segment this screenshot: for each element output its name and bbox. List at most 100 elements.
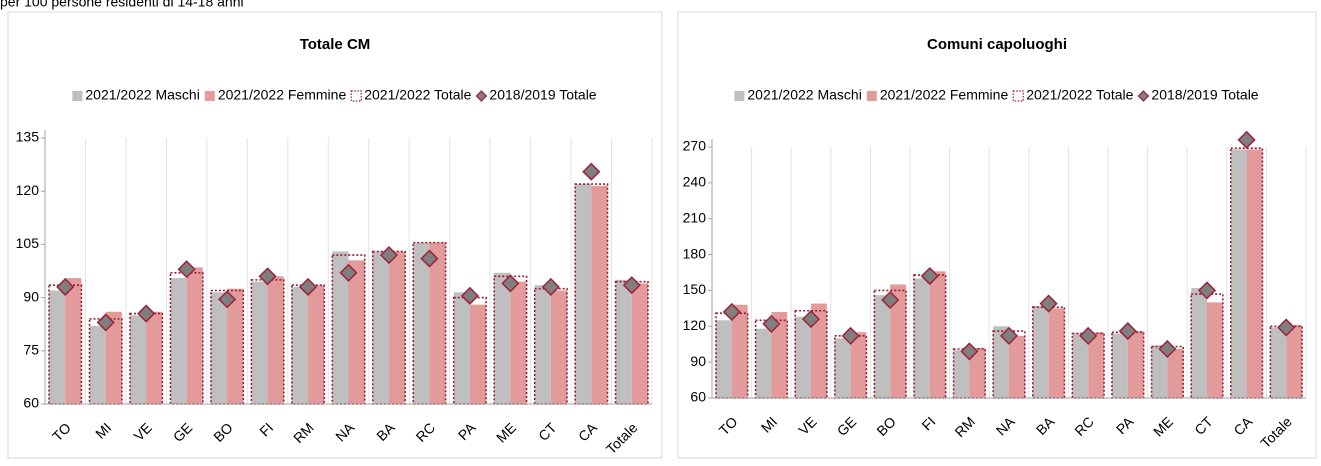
bar [890,284,907,398]
legend-swatch [350,90,362,102]
x-tick-label: TO [716,413,741,438]
marker [622,276,641,295]
chart-frame [7,11,663,459]
bar [993,326,1009,398]
bar [413,242,430,404]
marker [722,302,741,322]
x-tick-label: MI [758,413,780,435]
bar [129,315,147,404]
legend-swatch [866,91,877,101]
y-tick-label: 240 [683,174,707,190]
bar [1072,333,1089,398]
bar [267,276,284,404]
bar [1191,288,1207,398]
bar [291,286,309,404]
bar [755,328,772,398]
bar [850,332,867,398]
bar [251,281,268,404]
x-tick-label: VE [130,419,155,444]
legend-label: 2021/2022 Maschi [85,87,199,103]
bar [631,283,648,404]
chart-frame [677,11,1317,459]
bar [1088,332,1105,398]
x-tick-label: BA [373,419,398,444]
bar [1111,333,1128,398]
x-tick-label: ME [1150,413,1176,439]
y-tick-label: 135 [16,129,40,145]
legend-swatch [734,91,745,101]
chart-title: Comuni capoluoghi [927,36,1067,53]
marker [501,274,520,293]
bar [1151,345,1168,398]
marker [920,267,939,286]
bar [1009,335,1025,398]
legend-label: 2021/2022 Totale [1026,87,1133,103]
x-tick-label: RM [951,413,978,440]
marker [1118,322,1137,341]
x-tick-label: PA [455,419,479,443]
marker [1237,130,1256,149]
bar [348,260,365,404]
marker [881,290,900,310]
y-tick-label: 105 [16,235,40,251]
bar [715,320,732,398]
y-tick-label: 150 [683,281,707,297]
bar [1048,308,1065,398]
marker [56,277,75,297]
bar [105,311,122,404]
bar [372,251,389,404]
bar [469,304,487,404]
legend-swatch [475,90,488,102]
x-tick-label: GE [170,419,196,445]
x-tick-label: Totale [1257,413,1295,451]
bar [1246,149,1263,398]
marker [1197,281,1217,300]
x-tick-label: CT [535,419,560,444]
legend-label: 2021/2022 Maschi [747,87,861,103]
bar [65,278,82,404]
bar [953,350,970,398]
bar [388,251,406,404]
y-tick-label: 210 [683,209,707,225]
bar [308,285,325,404]
marker [177,260,196,279]
marker [218,290,237,309]
marker [1039,294,1058,313]
marker [582,162,601,181]
total-outline [913,274,947,399]
legend-swatch [1012,90,1024,102]
y-tick-label: 120 [683,317,707,333]
bar [453,292,470,404]
x-tick-label: BO [873,413,899,439]
legend-label: 2021/2022 Totale [364,87,471,103]
y-tick-label: 60 [23,395,39,411]
legend-label: 2021/2022 Femmine [880,87,1009,103]
total-outline [873,289,907,399]
bar [1032,305,1049,398]
x-tick-label: NA [993,413,1019,439]
bar [1286,325,1303,398]
bar [1207,302,1223,398]
bar [913,278,930,398]
marker [960,342,979,361]
marker [1277,318,1296,337]
y-tick-label: 90 [23,288,39,304]
marker [1158,339,1177,359]
bar [1230,149,1247,398]
x-tick-label: FI [256,419,276,439]
total-outline [1150,345,1185,399]
x-tick-label: NA [332,419,358,445]
bar [510,281,527,404]
x-tick-label: GE [834,413,860,439]
marker [137,304,156,323]
y-tick-label: 75 [23,342,39,358]
bar [429,242,446,404]
legend-swatch [204,91,215,101]
marker [541,277,560,297]
marker [762,314,781,333]
x-tick-label: TO [49,419,74,444]
bar [771,311,788,398]
bar [1270,327,1287,398]
x-tick-label: Totale [603,419,641,457]
marker [1079,326,1098,345]
